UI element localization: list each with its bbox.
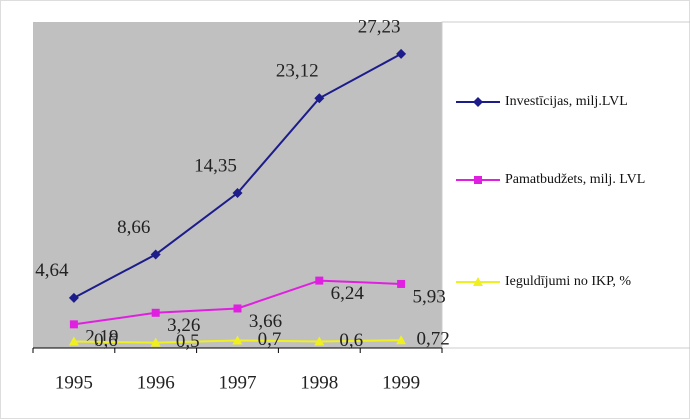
data-label: 0,7 [258, 329, 282, 350]
data-label: 3,66 [249, 311, 282, 332]
legend-marker [474, 176, 482, 184]
legend-marker [473, 97, 483, 107]
data-label: 0,5 [176, 331, 200, 352]
data-point [396, 335, 407, 345]
data-label: 14,35 [194, 155, 237, 176]
data-point [68, 336, 79, 346]
data-point [314, 336, 325, 346]
data-label: 0,72 [416, 329, 449, 350]
data-label: 3,26 [167, 315, 200, 336]
data-point [68, 292, 79, 303]
legend-label: Investīcijas, milj.LVL [505, 94, 628, 109]
x-tick-label: 1997 [219, 372, 257, 393]
data-point [233, 304, 242, 313]
data-label: 4,64 [35, 260, 69, 281]
data-point [150, 337, 161, 347]
data-label: 8,66 [117, 217, 150, 238]
x-tick-label: 1996 [137, 372, 175, 393]
legend-label: Pamatbudžets, milj. LVL [505, 172, 646, 187]
data-point [151, 308, 160, 317]
data-point [232, 335, 243, 345]
data-label: 6,24 [331, 283, 365, 304]
data-label: 27,23 [358, 16, 401, 37]
data-label: 23,12 [276, 61, 319, 82]
x-tick-label: 1995 [55, 372, 93, 393]
data-point [150, 249, 161, 260]
legend-border [441, 21, 690, 349]
x-tick-label: 1999 [382, 372, 420, 393]
data-point [315, 276, 324, 285]
legend-marker [473, 277, 483, 286]
x-tick-label: 1998 [300, 372, 338, 393]
data-label: 0,6 [339, 330, 363, 351]
data-point [69, 320, 78, 329]
data-point [232, 188, 243, 199]
data-point [396, 48, 407, 59]
plot-area [33, 22, 442, 348]
data-point [397, 279, 406, 288]
data-label: 5,93 [412, 286, 445, 307]
data-label: 0,6 [94, 330, 118, 351]
legend-label: Ieguldījumi no IKP, % [505, 274, 631, 289]
data-point [314, 93, 325, 104]
